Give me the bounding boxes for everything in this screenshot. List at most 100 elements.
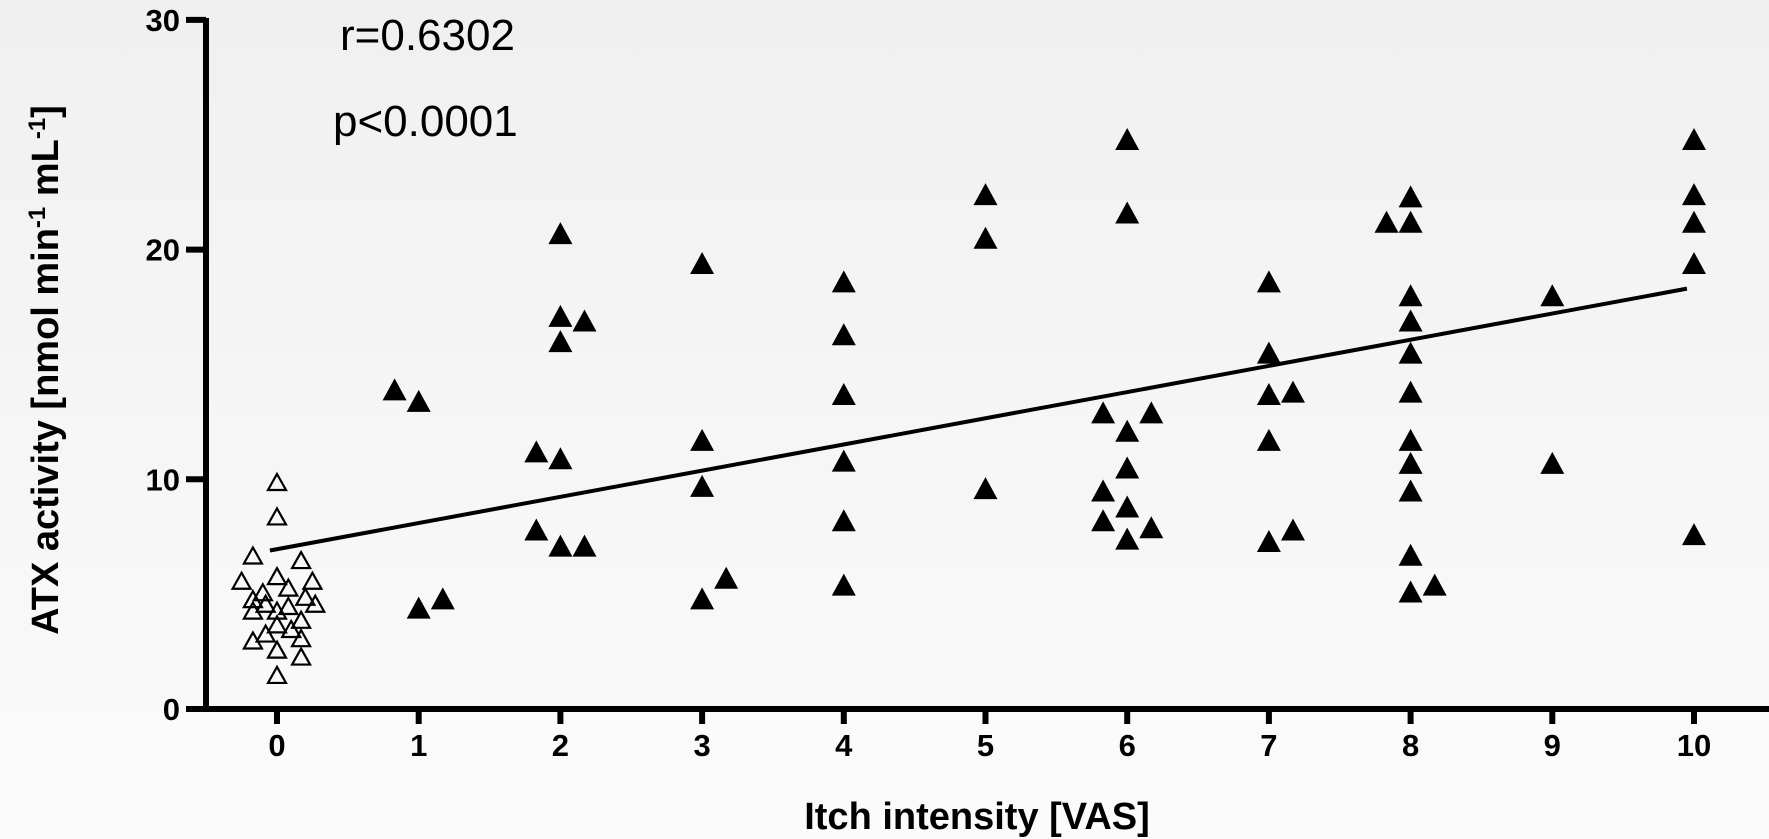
point-filled-13 [690, 252, 715, 275]
point-filled-54 [1398, 479, 1423, 502]
y-axis-title-mid: mL [25, 139, 67, 207]
point-open-13 [304, 593, 327, 613]
point-filled-3 [430, 587, 455, 610]
point-open-5 [266, 565, 288, 586]
point-filled-61 [1682, 183, 1706, 206]
point-filled-1 [406, 389, 431, 412]
point-filled-21 [831, 449, 856, 472]
point-open-10 [242, 588, 264, 609]
x-tick-label-10: 10 [1677, 728, 1711, 763]
point-filled-30 [1139, 401, 1164, 424]
point-filled-11 [548, 534, 573, 557]
data-points [230, 128, 1706, 685]
point-filled-48 [1398, 284, 1423, 307]
point-filled-53 [1398, 451, 1423, 474]
y-axis-title-sup1: -1 [24, 207, 51, 228]
point-filled-62 [1682, 210, 1706, 233]
point-filled-10 [524, 518, 549, 541]
point-filled-43 [1280, 518, 1305, 541]
point-filled-32 [1115, 456, 1140, 479]
x-tick-label-2: 2 [552, 728, 569, 763]
point-filled-37 [1115, 527, 1140, 550]
point-open-21 [242, 630, 264, 650]
x-tick-label-1: 1 [410, 728, 427, 763]
point-filled-23 [831, 573, 856, 596]
point-filled-57 [1398, 580, 1423, 603]
point-filled-24 [973, 183, 998, 206]
point-filled-12 [572, 534, 597, 557]
regression-line-group [269, 286, 1688, 553]
x-tick-label-3: 3 [693, 728, 710, 763]
point-open-11 [254, 593, 277, 613]
point-filled-0 [382, 378, 407, 401]
point-filled-63 [1682, 252, 1706, 275]
point-open-17 [266, 614, 288, 634]
point-filled-5 [548, 304, 573, 327]
point-filled-22 [831, 509, 856, 532]
point-filled-42 [1256, 428, 1281, 451]
point-open-0 [266, 471, 288, 492]
point-filled-27 [1115, 128, 1140, 151]
y-tick-label-20: 20 [146, 233, 180, 268]
point-filled-45 [1374, 210, 1399, 233]
point-open-8 [277, 577, 300, 597]
y-axis-title-main: ATX activity [nmol min [25, 228, 67, 635]
y-tick-label-10: 10 [146, 462, 180, 497]
point-filled-39 [1256, 341, 1281, 364]
point-open-1 [266, 506, 288, 526]
point-filled-29 [1091, 401, 1116, 424]
point-filled-7 [548, 330, 573, 353]
point-open-9 [294, 586, 317, 606]
point-filled-25 [973, 226, 998, 249]
point-filled-50 [1398, 341, 1423, 364]
point-filled-15 [690, 474, 715, 497]
point-filled-64 [1682, 523, 1706, 546]
point-open-19 [254, 623, 277, 643]
point-filled-55 [1398, 543, 1423, 566]
point-filled-47 [1398, 210, 1423, 233]
point-filled-18 [831, 270, 856, 293]
x-tick-label-9: 9 [1544, 728, 1561, 763]
point-open-18 [280, 618, 303, 639]
point-filled-26 [973, 477, 998, 500]
regression-line [269, 286, 1688, 553]
point-filled-14 [690, 428, 715, 451]
point-filled-34 [1115, 495, 1140, 518]
point-filled-19 [831, 323, 856, 346]
point-filled-36 [1139, 516, 1164, 539]
point-open-6 [301, 570, 324, 590]
point-open-12 [277, 595, 300, 616]
point-open-22 [266, 639, 288, 659]
point-filled-4 [548, 222, 573, 245]
point-open-20 [290, 627, 312, 648]
point-filled-28 [1115, 201, 1140, 224]
point-filled-41 [1280, 380, 1305, 403]
y-tick-label-0: 0 [163, 692, 180, 727]
point-filled-40 [1256, 382, 1281, 405]
correlation-annotation: r=0.6302 [340, 11, 515, 60]
point-filled-58 [1540, 284, 1565, 307]
point-filled-6 [572, 309, 597, 332]
point-filled-16 [714, 566, 739, 589]
point-filled-2 [406, 596, 431, 619]
point-filled-33 [1091, 479, 1116, 502]
point-filled-51 [1398, 380, 1423, 403]
point-open-3 [290, 549, 312, 570]
point-filled-31 [1115, 419, 1140, 442]
point-open-24 [266, 664, 288, 685]
x-tick-label-7: 7 [1260, 728, 1277, 763]
point-open-2 [242, 545, 264, 565]
point-filled-46 [1398, 185, 1423, 208]
point-filled-44 [1256, 529, 1281, 552]
x-tick-label-6: 6 [1119, 728, 1136, 763]
point-filled-49 [1398, 309, 1423, 332]
y-axis-title-end: ] [25, 105, 67, 118]
y-ticks: 0 10 20 30 [146, 3, 206, 727]
y-axis-title: ATX activity [nmol min-1 mL-1] [24, 105, 67, 635]
x-tick-label-8: 8 [1402, 728, 1419, 763]
x-tick-label-4: 4 [835, 728, 853, 763]
point-filled-35 [1091, 509, 1116, 532]
point-filled-60 [1682, 128, 1706, 151]
point-filled-9 [548, 447, 573, 470]
point-filled-8 [524, 440, 549, 463]
